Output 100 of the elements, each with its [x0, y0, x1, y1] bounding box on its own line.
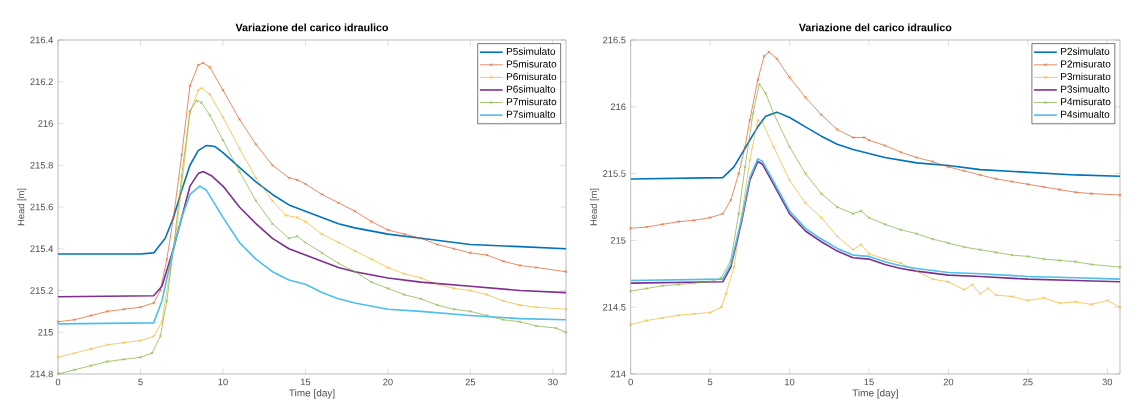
point: [851, 135, 855, 140]
point: [72, 318, 77, 322]
x-tick-label: 25: [1023, 378, 1033, 386]
point: [764, 91, 768, 96]
x-axis-title: Time [day]: [289, 389, 335, 399]
legend-label: P2simulato: [1061, 47, 1110, 55]
point: [171, 215, 176, 220]
point: [287, 236, 291, 240]
point: [1026, 254, 1030, 259]
point: [915, 269, 919, 273]
point: [201, 61, 205, 65]
point: [787, 145, 792, 149]
point: [452, 307, 456, 311]
point: [320, 192, 324, 197]
chart-title: Variazione del carico idraulico: [235, 23, 389, 32]
point: [386, 228, 390, 232]
point: [435, 282, 439, 286]
y-tick-label: 216.2: [30, 78, 53, 86]
point: [485, 313, 489, 318]
point: [692, 218, 696, 222]
point: [1058, 188, 1062, 192]
point: [883, 257, 887, 261]
legend-label: P3misurato: [1061, 72, 1111, 81]
point: [787, 75, 792, 79]
point: [660, 316, 665, 320]
y-tick-label: 214.8: [30, 370, 53, 378]
y-tick-label: 216.4: [30, 36, 54, 44]
point: [534, 305, 538, 309]
point: [708, 280, 712, 284]
point: [978, 248, 982, 252]
y-tick-label: 214.5: [603, 303, 626, 311]
legend-label: P2misurato: [1061, 60, 1111, 68]
point: [743, 145, 747, 149]
point: [819, 192, 823, 196]
point: [1089, 302, 1093, 307]
point: [303, 220, 308, 224]
point: [402, 293, 406, 297]
point: [160, 320, 164, 324]
point: [320, 251, 324, 255]
point: [152, 334, 156, 338]
point: [772, 145, 776, 149]
x-tick-label: 25: [465, 378, 476, 386]
point: [915, 155, 919, 160]
point: [819, 216, 823, 220]
x-tick-label: 30: [1102, 378, 1113, 386]
point: [254, 199, 258, 203]
y-tick-label: 216: [38, 120, 53, 127]
point: [756, 118, 760, 122]
point: [386, 265, 390, 270]
point: [501, 299, 505, 303]
point: [899, 150, 903, 154]
point: [196, 88, 200, 92]
point: [899, 261, 903, 265]
point: [819, 113, 823, 117]
point: [199, 101, 204, 105]
point: [518, 320, 522, 324]
point: [208, 65, 212, 69]
point: [435, 242, 439, 247]
point: [369, 280, 373, 284]
point: [208, 92, 212, 96]
point: [199, 86, 204, 90]
point: [501, 318, 505, 322]
point: [158, 334, 162, 338]
point: [534, 265, 538, 270]
point: [287, 176, 291, 180]
point: [419, 236, 423, 240]
point: [122, 341, 126, 345]
point: [762, 54, 766, 58]
point: [835, 127, 839, 132]
point: [883, 222, 887, 226]
point: [208, 113, 212, 117]
x-tick-label: 5: [138, 378, 143, 386]
point: [295, 215, 299, 220]
point: [644, 286, 649, 291]
point: [946, 165, 951, 169]
point: [254, 142, 258, 146]
point: [1058, 301, 1062, 305]
point: [962, 169, 966, 173]
x-tick-label: 15: [300, 378, 311, 386]
point: [221, 115, 225, 119]
point: [89, 313, 93, 318]
point: [180, 184, 184, 188]
point: [221, 138, 225, 142]
legend-label: P3simualto: [1061, 85, 1110, 93]
point: [994, 293, 998, 297]
point: [501, 259, 505, 263]
point: [284, 213, 288, 217]
point: [165, 299, 169, 303]
point: [369, 220, 373, 224]
point: [760, 121, 765, 125]
point: [122, 307, 126, 311]
legend-label: P6misurato: [506, 72, 557, 81]
point: [1010, 180, 1014, 184]
point: [1058, 258, 1062, 263]
point: [419, 297, 423, 301]
y-tick-label: 215.4: [30, 245, 54, 253]
point: [175, 226, 179, 230]
point: [72, 351, 77, 355]
point: [767, 50, 771, 54]
point: [402, 232, 406, 236]
